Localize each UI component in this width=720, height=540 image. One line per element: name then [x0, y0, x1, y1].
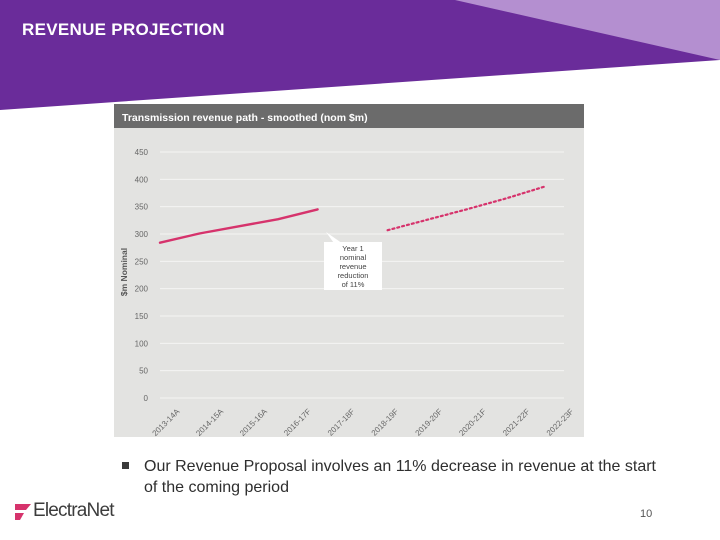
chart-container: Transmission revenue path - smoothed (no… [114, 104, 584, 438]
logo-text: ElectraNet [33, 500, 115, 521]
y-tick-label: 450 [135, 148, 149, 157]
bullet-text: Our Revenue Proposal involves an 11% dec… [144, 458, 656, 496]
logo-mark-icon [15, 504, 31, 520]
chart-title-bar [114, 104, 584, 128]
y-tick-label: 400 [135, 175, 149, 184]
y-tick-label: 50 [139, 367, 148, 376]
page-title: REVENUE PROJECTION [22, 20, 225, 39]
y-tick-label: 200 [135, 285, 149, 294]
annotation-text: Year 1 [342, 244, 363, 253]
y-tick-label: 0 [144, 394, 149, 403]
chart-title: Transmission revenue path - smoothed (no… [122, 112, 368, 124]
electranet-logo: ElectraNet [14, 500, 124, 524]
y-tick-label: 300 [135, 230, 149, 239]
page-number: 10 [640, 508, 653, 520]
revenue-chart: Transmission revenue path - smoothed (no… [114, 104, 584, 438]
bullet-marker [122, 462, 129, 469]
series-line-2 [386, 185, 547, 232]
annotation-box [324, 242, 382, 290]
y-axis-label: $m Nominal [119, 248, 129, 296]
header-band-accent [455, 0, 720, 60]
annotation-text: nominal [340, 253, 367, 262]
annotation-text: of 11% [342, 280, 365, 289]
y-tick-label: 150 [135, 312, 149, 321]
y-tick-label: 250 [135, 257, 149, 266]
y-tick-label: 350 [135, 203, 149, 212]
series-line-1 [158, 208, 319, 244]
bullet-point: Our Revenue Proposal involves an 11% dec… [122, 456, 662, 498]
annotation-text: reduction [338, 271, 369, 280]
annotation-text: revenue [339, 262, 366, 271]
y-tick-label: 100 [135, 339, 149, 348]
header-band [0, 0, 720, 110]
header-band-main [0, 0, 720, 110]
